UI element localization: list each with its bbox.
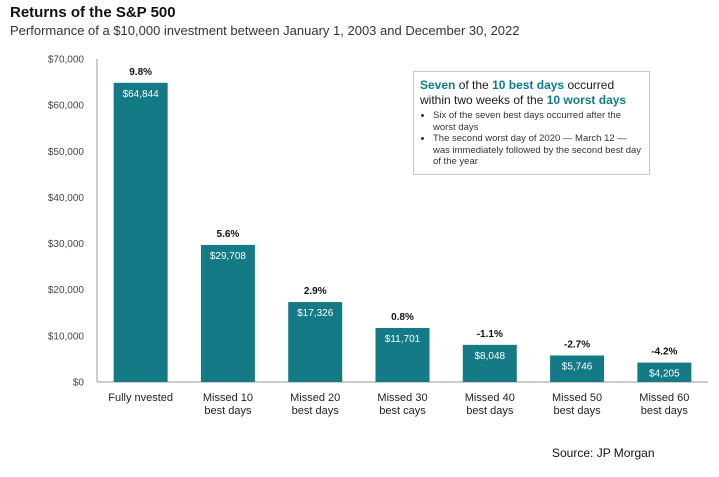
bar bbox=[462, 344, 517, 382]
bar bbox=[288, 302, 343, 382]
x-category-label: best days bbox=[292, 405, 340, 417]
callout-bullet: Six of the seven best days occurred afte… bbox=[433, 110, 643, 133]
callout-box: Seven of the 10 best days occurred withi… bbox=[413, 71, 650, 175]
bar-value-label: $64,844 bbox=[123, 89, 160, 100]
bar-value-label: $11,701 bbox=[385, 334, 421, 345]
y-tick-label: $0 bbox=[73, 378, 85, 389]
x-category-label: best days bbox=[641, 405, 689, 417]
x-category-label: Missed 40 bbox=[465, 392, 515, 404]
y-tick-label: $50,000 bbox=[48, 147, 85, 158]
bar-value-label: $4,205 bbox=[649, 369, 680, 380]
callout-bullet: The second worst day of 2020 — March 12 … bbox=[433, 133, 643, 168]
bar bbox=[550, 355, 605, 382]
bar bbox=[375, 328, 430, 382]
bar-percent-label: -1.1% bbox=[477, 329, 503, 340]
y-tick-label: $10,000 bbox=[48, 331, 85, 342]
x-category-label: best cays bbox=[379, 405, 426, 417]
x-category-label: Fully nvested bbox=[108, 392, 173, 404]
callout-heading-part: 10 best days bbox=[492, 78, 565, 92]
callout-heading-part: 10 worst days bbox=[546, 93, 627, 107]
bar-value-label: $5,746 bbox=[562, 361, 593, 372]
bar-percent-label: 0.8% bbox=[391, 312, 414, 323]
x-category-label: Missed 30 bbox=[377, 392, 427, 404]
callout-heading-part: occurred within two weeks of the bbox=[420, 78, 615, 107]
chart-title: Returns of the S&P 500 bbox=[10, 4, 176, 21]
callout-bullets: Six of the seven best days occurred afte… bbox=[420, 110, 643, 168]
callout-heading-part: of the bbox=[455, 78, 493, 92]
bar bbox=[637, 362, 692, 382]
bar-percent-label: 2.9% bbox=[304, 286, 327, 297]
y-tick-label: $60,000 bbox=[48, 101, 85, 112]
bar bbox=[200, 244, 255, 382]
x-category-label: Missed 60 bbox=[639, 392, 689, 404]
x-category-label: best days bbox=[466, 405, 514, 417]
callout-heading-part: Seven bbox=[420, 78, 456, 92]
bar-percent-label: -4.2% bbox=[651, 347, 677, 358]
x-category-label: best days bbox=[554, 405, 602, 417]
bar bbox=[113, 82, 168, 382]
x-category-label: best days bbox=[204, 405, 252, 417]
bar-percent-label: 9.8% bbox=[129, 67, 152, 78]
y-tick-label: $40,000 bbox=[48, 193, 85, 204]
bar-value-label: $17,326 bbox=[297, 308, 334, 319]
x-category-label: Missed 10 bbox=[203, 392, 253, 404]
bar-value-label: $29,708 bbox=[210, 251, 247, 262]
y-tick-label: $30,000 bbox=[48, 239, 85, 250]
bar-percent-label: -2.7% bbox=[564, 339, 590, 350]
callout-heading: Seven of the 10 best days occurred withi… bbox=[420, 78, 643, 108]
chart-subtitle: Performance of a $10,000 investment betw… bbox=[10, 23, 520, 38]
bar-value-label: $8,048 bbox=[474, 351, 505, 362]
x-category-label: Missed 20 bbox=[290, 392, 340, 404]
y-tick-label: $70,000 bbox=[48, 55, 85, 66]
x-category-label: Missed 50 bbox=[552, 392, 602, 404]
source-note: Source: JP Morgan bbox=[552, 446, 655, 460]
y-tick-label: $20,000 bbox=[48, 285, 85, 296]
bar-percent-label: 5.6% bbox=[217, 229, 240, 240]
